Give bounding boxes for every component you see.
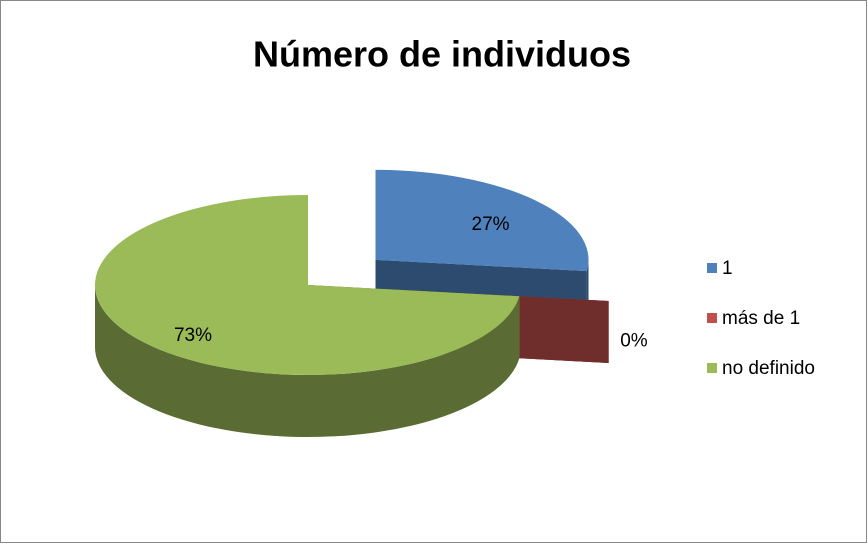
legend-label: más de 1 bbox=[722, 308, 800, 329]
slice bbox=[95, 195, 520, 375]
chart-title: Número de individuos bbox=[253, 34, 631, 75]
data-label: 27% bbox=[472, 214, 510, 235]
data-label: 73% bbox=[174, 325, 212, 346]
data-label: 0% bbox=[620, 330, 648, 351]
legend-swatch bbox=[707, 363, 717, 373]
legend-swatch bbox=[707, 313, 717, 323]
legend-label: 1 bbox=[722, 258, 733, 279]
layer: 27% 1 0% más de 1 73% no definido bbox=[174, 214, 815, 379]
slice-side bbox=[95, 285, 520, 438]
slice bbox=[375, 169, 589, 272]
layer bbox=[95, 169, 609, 375]
slice-shade bbox=[95, 285, 520, 438]
legend-swatch bbox=[707, 263, 717, 273]
legend-label: no definido bbox=[722, 358, 815, 379]
